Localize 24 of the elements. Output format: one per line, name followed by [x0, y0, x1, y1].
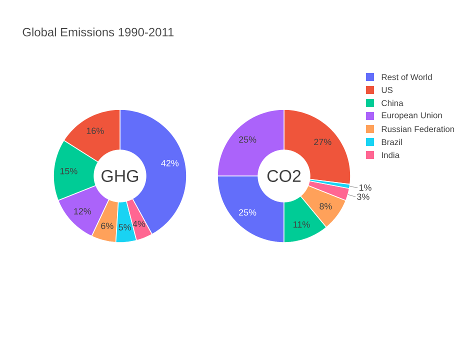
data-label: 16%: [86, 128, 104, 134]
data-label: 25%: [239, 136, 256, 143]
data-label: 5%: [118, 224, 132, 230]
legend-label: China: [382, 100, 404, 106]
legend-label: Rest of World: [382, 74, 432, 80]
data-label: 27%: [314, 138, 332, 146]
legend-label: Brazil: [382, 138, 402, 146]
legend-label: European Union: [382, 112, 442, 120]
text: GHG: [102, 170, 138, 182]
data-label: 42%: [161, 160, 179, 166]
legend-label: India: [382, 152, 400, 158]
data-label: 11%: [294, 221, 310, 228]
data-label: 8%: [320, 203, 332, 210]
data-label: 1%: [359, 184, 372, 191]
data-label: 12%: [74, 208, 92, 214]
data-label: 6%: [101, 222, 114, 230]
chart-title: Global Emissions 1990-2011: [22, 28, 174, 36]
data-label: 15%: [60, 168, 78, 174]
text: CO2: [267, 170, 301, 182]
data-label: 4%: [132, 220, 146, 228]
data-label: 3%: [357, 194, 370, 200]
legend-label: Russian Federation: [382, 126, 454, 132]
data-label: 25%: [239, 209, 256, 216]
legend-label: US: [382, 87, 393, 93]
